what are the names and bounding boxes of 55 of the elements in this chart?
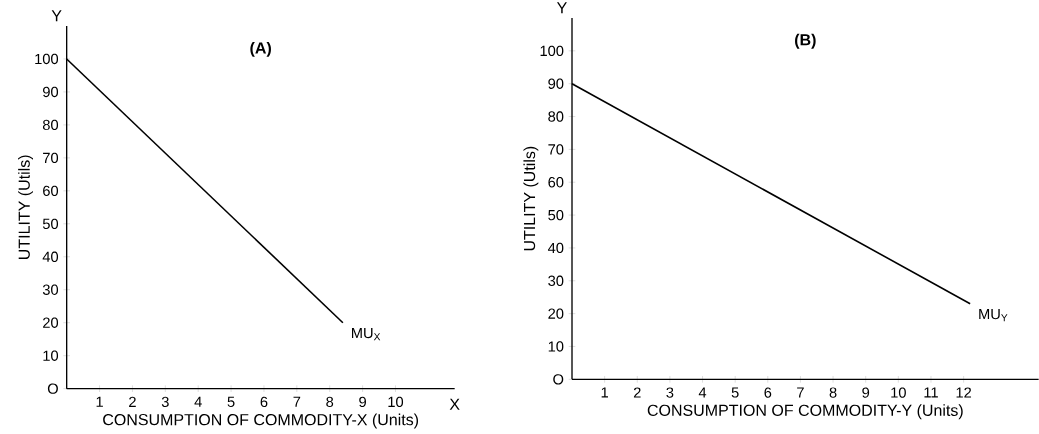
x-tick-label: 1 — [96, 396, 103, 407]
y-axis-title: UTILITY (Utils) — [18, 155, 33, 259]
x-tick-label: 6 — [764, 387, 772, 398]
series-label: MU$_{X}$ — [352, 327, 381, 341]
x-tick-label: 7 — [293, 396, 301, 407]
x-tick-label: 5 — [731, 387, 739, 398]
x-tick-label: 10 — [891, 387, 906, 398]
text: (A) — [250, 41, 271, 57]
x-tick-label: 8 — [326, 396, 334, 408]
x-tick-label: 1 — [601, 387, 608, 398]
y-tick-label: 90 — [43, 86, 59, 98]
y-tick-label: 100 — [540, 45, 564, 57]
x-tick-label: 6 — [260, 396, 268, 408]
x-tick-label: 10 — [388, 396, 404, 408]
x-tick-label: 9 — [862, 387, 870, 398]
y-tick-label: 30 — [42, 284, 59, 295]
y-tick-label: 40 — [42, 251, 59, 262]
x-tick-label: 11 — [924, 387, 938, 398]
x-axis-title: CONSUMPTION OF COMMODITY-X (Units) — [103, 413, 419, 429]
y-tick-label: 50 — [548, 209, 564, 221]
x-tick-label: 3 — [161, 396, 169, 408]
y-tick-label: 30 — [548, 275, 564, 286]
text: X — [449, 398, 460, 410]
y-tick-label: 90 — [548, 78, 564, 89]
x-tick-label: 5 — [227, 396, 235, 407]
x-tick-label: 12 — [956, 387, 972, 398]
y-tick-label: 70 — [548, 144, 564, 155]
x-tick-label: 2 — [129, 396, 136, 407]
series-label: MU$_{Y}$ — [979, 309, 1008, 322]
x-axis-title: CONSUMPTION OF COMMODITY-Y (Units) — [647, 404, 963, 420]
y-tick-label: O — [47, 383, 58, 394]
y-tick-label: 40 — [547, 242, 564, 254]
y-tick-label: 10 — [548, 341, 564, 352]
x-tick-label: 3 — [666, 387, 674, 398]
y-tick-label: 100 — [35, 53, 59, 65]
x-tick-label: 7 — [797, 387, 804, 398]
y-tick-label: 10 — [43, 350, 59, 361]
y-tick-label: 80 — [548, 111, 564, 122]
y-tick-label: 50 — [42, 218, 59, 229]
y-axis-title: UTILITY (Utils) — [523, 146, 539, 251]
y-tick-label: 60 — [548, 177, 564, 188]
text: Y — [51, 10, 62, 22]
y-tick-label: 20 — [43, 317, 59, 328]
x-tick-label: 4 — [194, 396, 202, 407]
text: (B) — [795, 33, 816, 49]
x-tick-label: 8 — [829, 387, 837, 398]
y-tick-label: O — [553, 374, 564, 385]
x-tick-label: 4 — [698, 387, 707, 398]
x-tick-label: 9 — [359, 396, 366, 408]
y-tick-label: 70 — [43, 152, 59, 164]
y-tick-label: 20 — [548, 308, 564, 319]
y-tick-label: 60 — [43, 185, 59, 197]
text: Y — [556, 2, 567, 14]
y-tick-label: 80 — [42, 119, 59, 131]
x-tick-label: 2 — [633, 387, 641, 398]
